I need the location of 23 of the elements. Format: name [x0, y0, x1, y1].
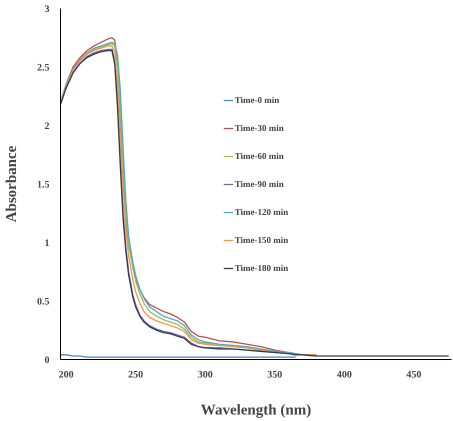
x-tick-label: 350	[267, 370, 282, 380]
y-tick-label: 3	[44, 4, 50, 15]
legend-label: Time-150 min	[234, 234, 288, 244]
legend-label: Time-60 min	[234, 150, 284, 160]
legend-label: Time-120 min	[234, 206, 288, 216]
y-tick-label: 2	[44, 121, 50, 132]
y-tick-label: 2.5	[37, 62, 50, 74]
y-tick-label: 0.5	[37, 296, 50, 308]
x-tick-label: 400	[336, 370, 352, 380]
y-axis-title: Absorbance	[4, 145, 20, 222]
x-tick-label: 300	[198, 370, 213, 380]
line-series	[60, 50, 450, 357]
y-tick-label: 1.5	[37, 180, 50, 190]
x-tick-label: 200	[58, 370, 74, 380]
legend-label: Time-30 min	[234, 122, 284, 132]
y-tick-label: 1	[44, 238, 50, 249]
x-tick-label: 450	[406, 370, 422, 380]
x-tick-label: 250	[128, 370, 144, 380]
y-tick-label: 0	[44, 355, 50, 366]
legend-label: Time-0 min	[234, 94, 280, 104]
legend-label: Time-90 min	[234, 178, 284, 188]
legend-label: Time-180 min	[234, 262, 288, 272]
x-axis-title: Wavelength (nm)	[200, 402, 312, 418]
